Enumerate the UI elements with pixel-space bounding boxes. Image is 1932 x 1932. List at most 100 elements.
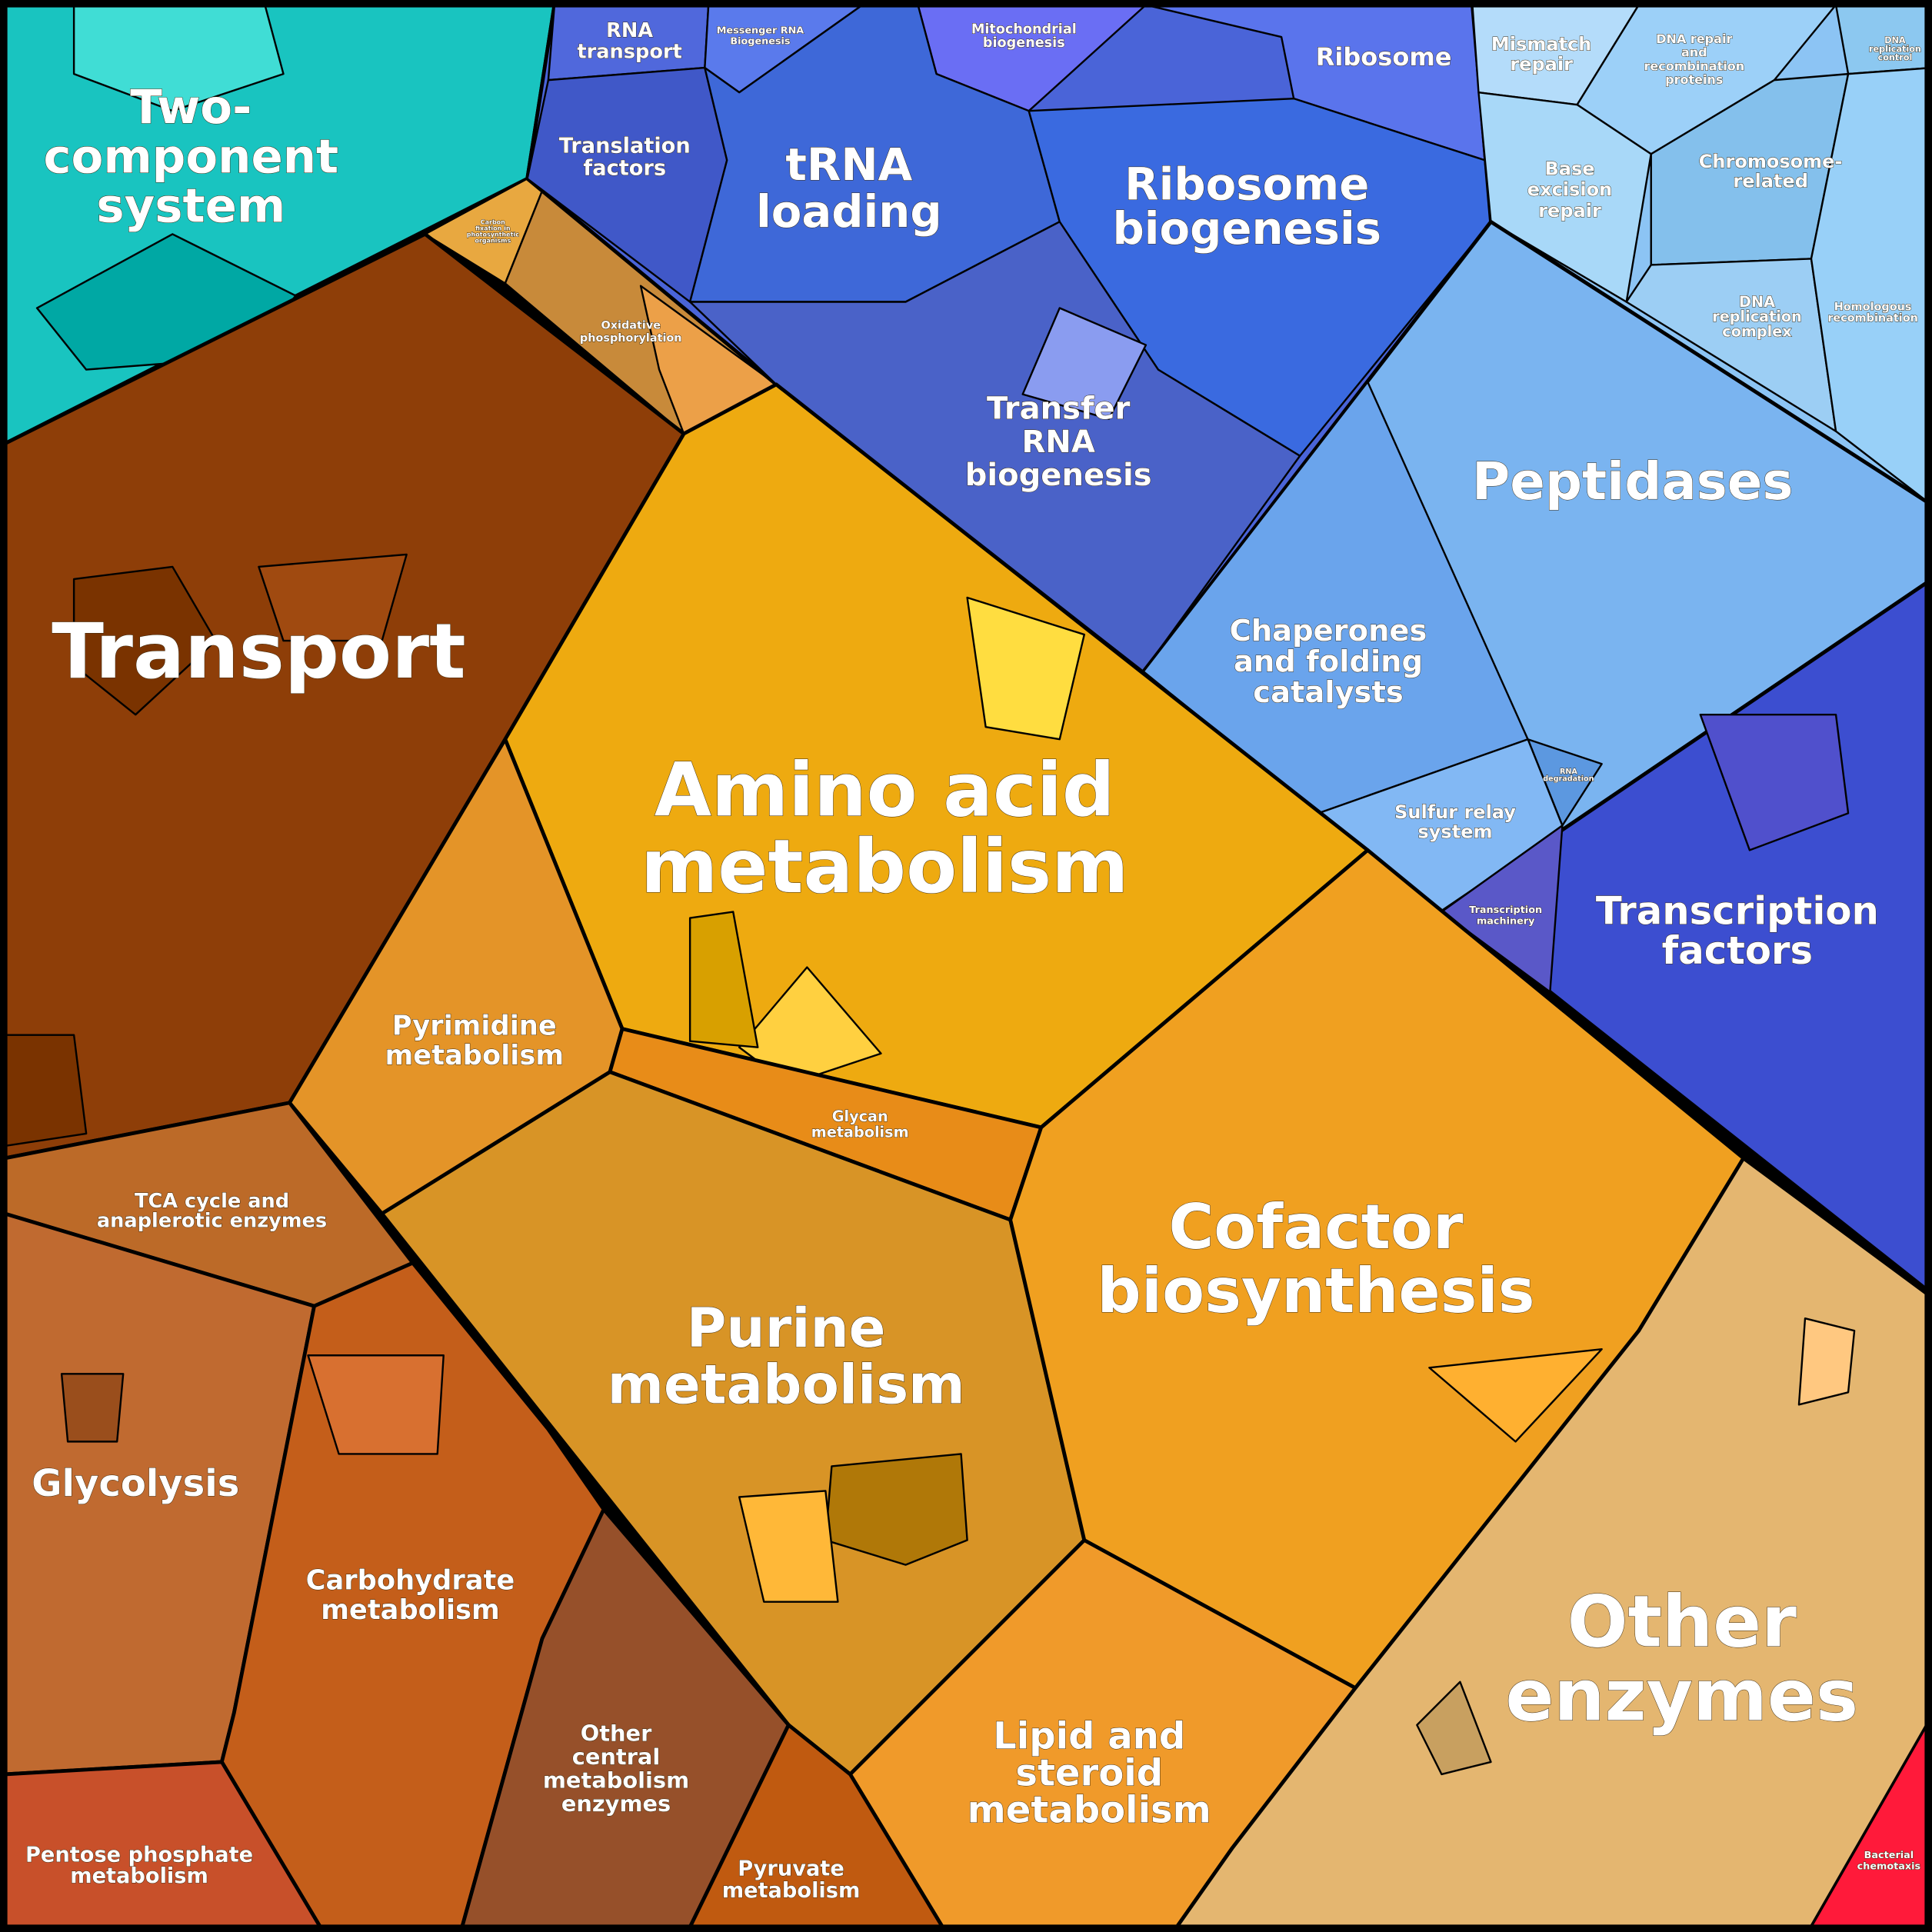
label-line: organisms <box>475 238 511 245</box>
region-label: Transfer RNA biogenesis <box>965 391 1152 494</box>
label-line: metabolism <box>321 1594 500 1626</box>
label-line: fixation in <box>475 225 511 232</box>
region-label: tRNA loading <box>756 138 942 238</box>
label-line: metabolism <box>608 1354 965 1417</box>
label-line: RNA <box>606 19 653 42</box>
region-label: Homologous recombination <box>1827 301 1918 325</box>
label-line: biogenesis <box>1112 202 1381 255</box>
label-line: enzymes <box>1505 1654 1858 1737</box>
region <box>1810 66 1932 507</box>
label-line: Transcription <box>1596 889 1879 934</box>
cell <box>60 1373 125 1443</box>
label-line: catalysts <box>1253 675 1403 710</box>
label-line: enzymes <box>561 1790 671 1817</box>
label-line: system <box>1417 821 1492 842</box>
label-line: biosynthesis <box>1097 1255 1534 1327</box>
label-line: Carbon <box>481 219 505 226</box>
label-line: anaplerotic enzymes <box>97 1210 327 1233</box>
label-line: tRNA <box>785 138 912 191</box>
region-label: Pentose phosphate metabolism <box>25 1844 253 1888</box>
label-line: DNA <box>1739 293 1775 311</box>
region-label: Peptidases <box>1472 451 1794 511</box>
region-label: Two-component system <box>43 80 338 233</box>
label-line: metabolism <box>70 1864 208 1888</box>
region-label: Other central metabolism enzymes <box>543 1720 689 1817</box>
label-line: phosphorylation <box>580 332 682 345</box>
region <box>1477 91 1652 303</box>
label-line: metabolism <box>543 1767 689 1794</box>
label-line: Bacterial <box>1864 1850 1914 1861</box>
label-line: DNA <box>1884 35 1906 45</box>
label-line: biogenesis <box>983 35 1065 51</box>
label-line: Mitochondrial <box>971 22 1077 37</box>
cell <box>307 1354 445 1455</box>
label-line: Transfer <box>987 391 1131 427</box>
label-line: metabolism <box>811 1124 909 1141</box>
label-line: Amino acid <box>655 748 1115 834</box>
label-line: Two- <box>130 80 251 135</box>
cell <box>966 596 1085 741</box>
label-line: excision <box>1527 179 1612 201</box>
region <box>1441 824 1564 993</box>
region-label: Amino acid metabolism <box>641 748 1128 910</box>
region-label: Ribosome <box>1316 42 1452 72</box>
label-line: loading <box>756 185 942 238</box>
label-line: Homologous <box>1834 301 1912 314</box>
region-label: Messenger RNA Biogenesis <box>717 25 804 47</box>
label-line: Base <box>1544 158 1594 179</box>
region-label: Ribosome biogenesis <box>1112 158 1381 255</box>
label-line: transport <box>577 40 682 63</box>
label-line: recombination <box>1644 58 1744 73</box>
label-line: Lipid and <box>993 1714 1185 1757</box>
label-line: RNA <box>1560 768 1577 776</box>
cell <box>1021 307 1148 420</box>
region-label: Carbohydrate metabolism <box>306 1565 515 1626</box>
label-line: Transcription <box>1469 904 1542 916</box>
label-line: steroid <box>1015 1751 1163 1794</box>
label-line: Transport <box>52 608 465 696</box>
label-line: Ribosome <box>1124 158 1369 211</box>
label-line: Chromosome- <box>1699 151 1843 172</box>
labels: Two-component system Carbon fixation in pho… <box>25 19 1921 1904</box>
label-line: proteins <box>1665 72 1723 87</box>
label-line: Translation <box>559 135 691 158</box>
label-line: metabolism <box>641 824 1128 910</box>
region-label: Bacterial chemotaxis <box>1857 1850 1921 1872</box>
region-label: Mismatch repair <box>1491 34 1591 75</box>
region-label: Oxidative phosphorylation <box>580 320 682 345</box>
region-label: Translation factors <box>559 135 691 181</box>
label-line: biogenesis <box>965 458 1152 493</box>
label-line: replication <box>1869 44 1921 54</box>
label-line: metabolism <box>722 1879 861 1903</box>
region-label: Mitochondrial biogenesis <box>971 22 1077 51</box>
label-line: Glycan <box>832 1108 888 1125</box>
region-label: Sulfur relay system <box>1394 801 1516 843</box>
label-line: factors <box>1662 928 1813 973</box>
label-line: Glycolysis <box>32 1462 239 1505</box>
cells <box>3 3 1932 1929</box>
region-label: Lipid and steroid metabolism <box>968 1714 1211 1831</box>
label-line: Other <box>581 1720 652 1747</box>
region-label: DNA replication complex <box>1712 293 1801 340</box>
region-label: Base excision repair <box>1527 158 1612 221</box>
region-label: Transcription factors <box>1596 889 1879 973</box>
label-line: Carbohydrate <box>306 1565 515 1597</box>
region-label: Other enzymes <box>1505 1580 1858 1737</box>
label-line: Pyrimidine <box>392 1011 557 1042</box>
label-line: DNA repair <box>1656 32 1732 46</box>
label-line: central <box>572 1744 661 1770</box>
label-line: factors <box>583 156 666 180</box>
label-line: recombination <box>1827 312 1918 325</box>
label-line: Oxidative <box>601 320 661 332</box>
cell <box>72 565 217 716</box>
label-line: control <box>1878 53 1913 63</box>
region-label: Chromosome-related <box>1699 151 1843 192</box>
label-line: repair <box>1510 53 1573 75</box>
label-line: TCA cycle and <box>135 1190 289 1213</box>
label-line: metabolism <box>968 1788 1211 1831</box>
cell <box>258 553 408 642</box>
label-line: Biogenesis <box>730 36 791 48</box>
label-line: degradation <box>1543 775 1594 784</box>
